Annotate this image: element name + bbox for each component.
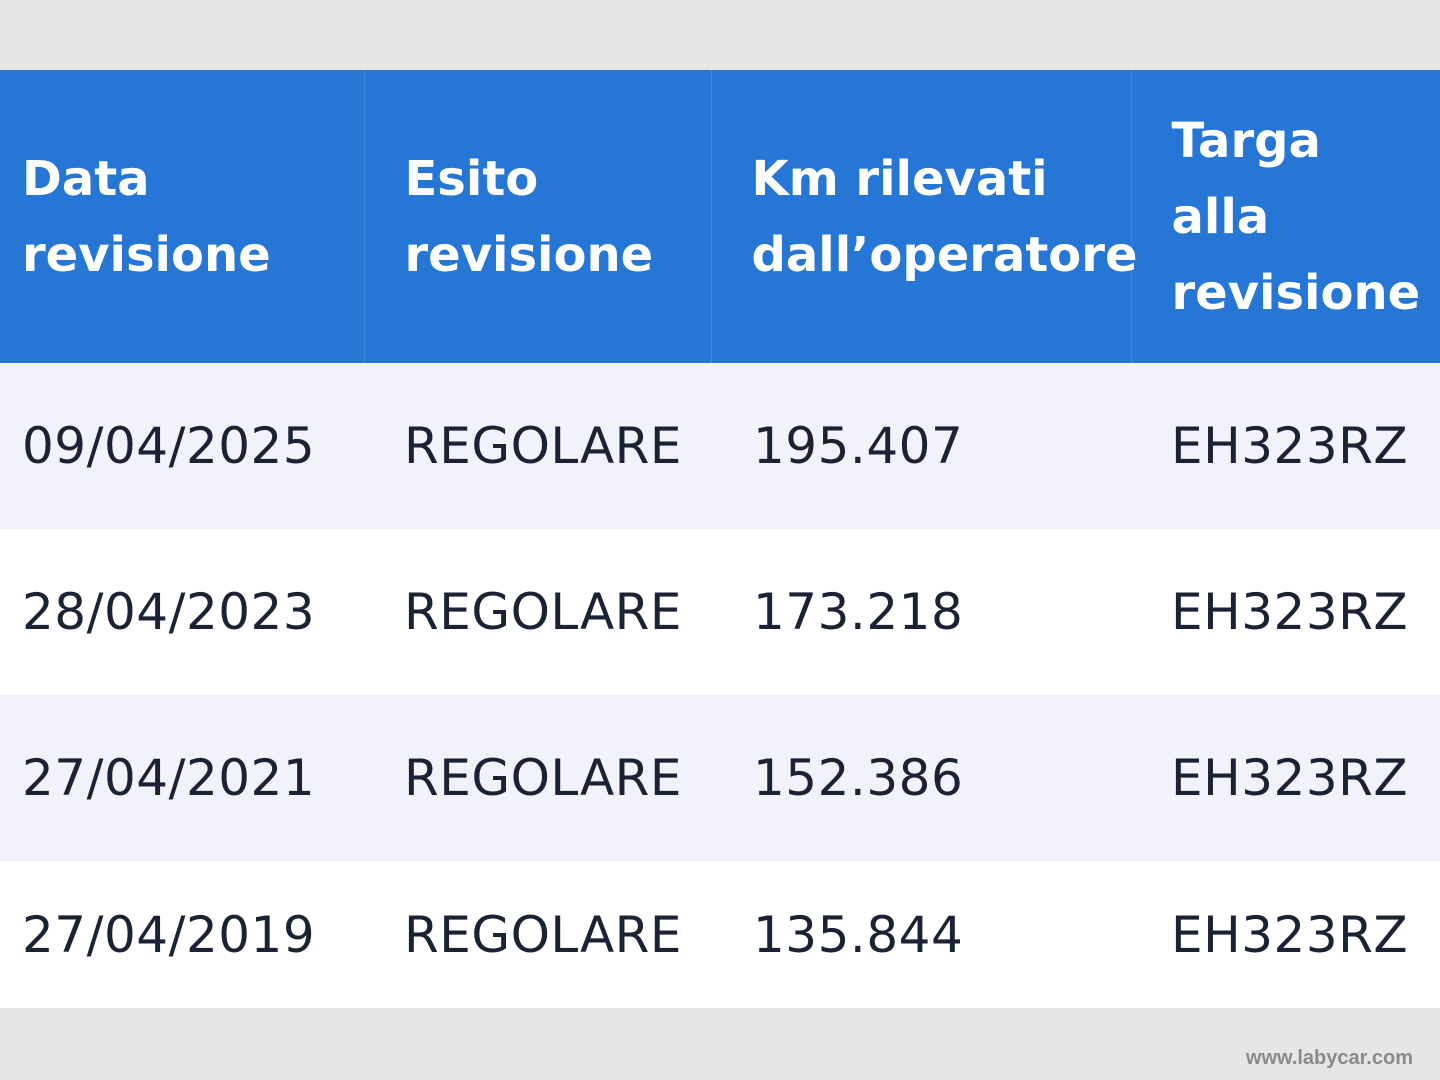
- cell-km: 173.218: [753, 583, 964, 641]
- table-header: Data revisione Esito revisione Km rileva…: [0, 70, 1440, 363]
- header-row: Data revisione Esito revisione Km rileva…: [0, 70, 1440, 363]
- header-label-line: revisione: [22, 226, 271, 283]
- cell-targa: EH323RZ: [1171, 417, 1409, 475]
- cell-data-revisione: 27/04/2021: [22, 749, 316, 807]
- cell-esito: REGOLARE: [404, 749, 682, 807]
- cell-data-revisione: 27/04/2019: [22, 905, 316, 964]
- header-km-rilevati: Km rilevati dall’operatore: [711, 70, 1138, 363]
- header-label-line: Km rilevati: [751, 150, 1048, 207]
- header-label-line: Data: [22, 150, 150, 207]
- cell-km: 135.844: [753, 905, 964, 964]
- header-label-line: alla: [1171, 188, 1270, 245]
- cell-data-revisione: 09/04/2025: [22, 417, 316, 475]
- cell-esito: REGOLARE: [404, 905, 682, 964]
- cell-esito: REGOLARE: [404, 417, 682, 475]
- cell-data-revisione: 28/04/2023: [22, 583, 316, 641]
- header-label-line: dall’operatore: [751, 226, 1138, 283]
- cell-km: 152.386: [753, 749, 964, 807]
- header-label-line: Targa: [1171, 112, 1321, 169]
- header-label-line: revisione: [1171, 264, 1421, 321]
- revision-history-table: Data revisione Esito revisione Km rileva…: [0, 70, 1440, 1008]
- cell-km: 195.407: [753, 417, 964, 475]
- cell-targa: EH323RZ: [1171, 749, 1409, 807]
- cell-targa: EH323RZ: [1171, 905, 1409, 964]
- table-row: 27/04/2021 REGOLARE 152.386 EH323RZ: [0, 695, 1440, 861]
- header-targa: Targa alla revisione: [1131, 70, 1440, 363]
- cell-targa: EH323RZ: [1171, 583, 1409, 641]
- header-label-line: revisione: [404, 226, 654, 283]
- watermark-text: www.labycar.com: [1245, 1047, 1413, 1069]
- header-label-line: Esito: [404, 150, 539, 207]
- table-row: 27/04/2019 REGOLARE 135.844 EH323RZ: [0, 861, 1440, 1008]
- header-esito-revisione: Esito revisione: [364, 70, 712, 363]
- table-row: 28/04/2023 REGOLARE 173.218 EH323RZ: [0, 529, 1440, 695]
- revision-history-table-container: Data revisione Esito revisione Km rileva…: [0, 70, 1440, 1010]
- cell-esito: REGOLARE: [404, 583, 682, 641]
- table-row: 09/04/2025 REGOLARE 195.407 EH323RZ: [0, 363, 1440, 529]
- header-data-revisione: Data revisione: [0, 70, 365, 363]
- table-body: 09/04/2025 REGOLARE 195.407 EH323RZ 28/0…: [0, 363, 1440, 1008]
